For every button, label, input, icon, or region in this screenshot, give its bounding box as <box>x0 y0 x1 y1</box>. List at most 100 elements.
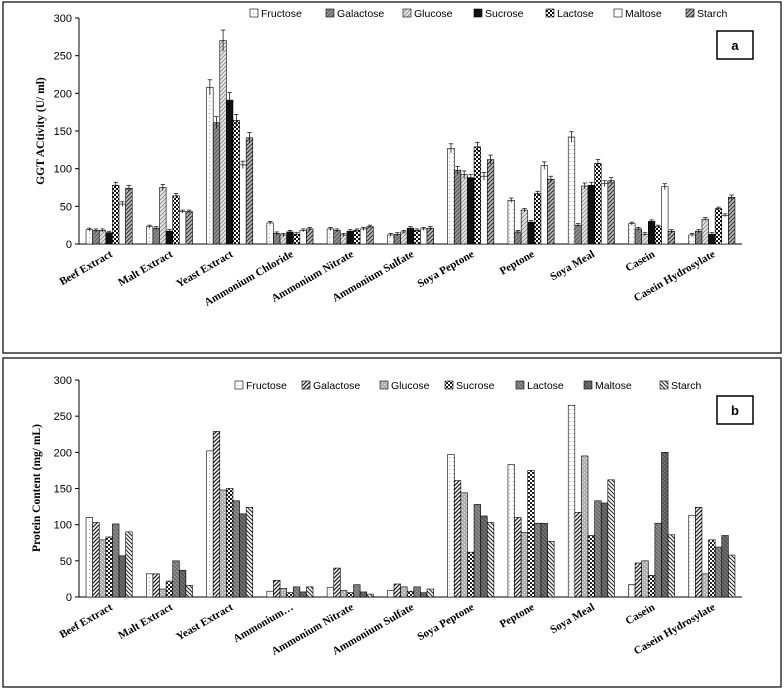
y-tick-label: 0 <box>66 239 72 251</box>
bar-sucrose <box>346 230 354 245</box>
bar-glucose <box>219 489 227 598</box>
bar-lactose <box>172 195 180 245</box>
bar-starch <box>607 180 615 245</box>
bar-lactose <box>654 226 662 245</box>
bar-sucrose <box>467 177 475 245</box>
y-axis-title: Protein Content (mg/ mL) <box>31 424 43 552</box>
bar-fructose <box>688 514 696 598</box>
bar-sucrose <box>406 227 415 245</box>
y-tick-label: 250 <box>54 411 72 423</box>
bar-lactose <box>292 586 301 598</box>
bar-fructose <box>146 573 154 598</box>
bar-sucrose <box>527 221 535 245</box>
bar-fructose <box>507 200 515 245</box>
legend-label: Lactose <box>527 380 564 392</box>
bar-sucrose <box>286 592 294 598</box>
bar-starch <box>185 585 193 598</box>
bar-glucose <box>520 532 529 598</box>
y-tick-label: 200 <box>54 447 72 459</box>
legend-swatch <box>583 380 593 390</box>
bar-fructose <box>628 584 636 598</box>
bar-fructose <box>326 228 335 245</box>
y-tick-label: 250 <box>54 51 72 63</box>
category-label: Beef Extract <box>58 248 115 288</box>
legend-swatch <box>473 8 483 18</box>
bar-galactose <box>333 567 341 598</box>
y-tick-label: 150 <box>54 126 72 138</box>
bar-galactose <box>212 122 221 245</box>
bar-glucose <box>219 40 227 245</box>
bar-fructose <box>146 226 154 245</box>
legend-entry: Sucrose <box>473 8 524 20</box>
bar-glucose <box>460 492 468 598</box>
legend-swatch <box>379 380 389 390</box>
bar-sucrose <box>346 592 354 598</box>
legend-label: Maltose <box>625 8 662 20</box>
bar-lactose <box>353 584 361 598</box>
panel-frame <box>2 1 782 354</box>
bar-galactose <box>453 169 462 245</box>
bar-lactose <box>654 522 662 598</box>
bar-maltose <box>179 569 187 598</box>
legend-label: Starch <box>697 8 728 20</box>
legend-swatch <box>444 380 454 390</box>
bar-sucrose <box>708 539 716 598</box>
bar-lactose <box>714 208 723 245</box>
legend-swatch <box>659 380 669 390</box>
bar-maltose <box>299 230 307 245</box>
y-tick-label: 50 <box>60 556 72 568</box>
legend-label: Galactose <box>313 380 360 392</box>
bar-galactose <box>695 230 703 245</box>
bar-glucose <box>159 588 167 598</box>
bar-fructose <box>447 148 455 245</box>
bar-sucrose <box>105 536 113 598</box>
bar-galactose <box>574 224 582 245</box>
legend-entry: Lactose <box>545 8 594 20</box>
category-label: Beef Extract <box>58 601 115 641</box>
legend-label: Lactose <box>557 8 594 20</box>
bar-galactose <box>574 512 582 598</box>
legend-swatch <box>613 8 623 18</box>
bar-galactose <box>212 431 221 598</box>
bar-starch <box>245 137 254 245</box>
bar-maltose <box>118 203 126 245</box>
bar-galactose <box>92 522 100 598</box>
bar-glucose <box>98 539 107 598</box>
bar-maltose <box>239 513 247 598</box>
bar-glucose <box>641 560 649 598</box>
bar-fructose <box>387 590 395 598</box>
bar-galactose <box>634 562 642 598</box>
bar-maltose <box>600 183 609 245</box>
legend-entry: Glucose <box>402 8 453 20</box>
y-tick-label: 300 <box>54 375 72 387</box>
bar-starch <box>667 534 675 598</box>
bar-maltose <box>239 164 247 245</box>
bar-lactose <box>232 120 240 245</box>
bar-maltose <box>480 175 488 245</box>
category-label: Yeast Extract <box>174 601 235 643</box>
legend-label: Glucose <box>414 8 453 20</box>
legend-label: Fructose <box>246 380 287 392</box>
bar-fructose <box>206 87 214 245</box>
bar-starch <box>245 507 254 598</box>
legend-swatch <box>234 380 244 390</box>
bar-lactose <box>473 504 481 598</box>
bar-starch <box>486 522 495 598</box>
bar-maltose <box>600 502 609 598</box>
bar-sucrose <box>105 232 113 245</box>
legend-swatch <box>515 380 525 390</box>
bar-galactose <box>393 583 401 598</box>
category-label: Casein <box>624 248 658 274</box>
y-tick-label: 200 <box>54 88 72 100</box>
legend-label: Maltose <box>595 380 632 392</box>
bar-starch <box>366 593 374 598</box>
panel-label-badge: a <box>716 30 754 60</box>
category-label: Peptone <box>498 601 537 630</box>
legend-entry: Maltose <box>613 8 662 20</box>
bar-maltose <box>721 215 729 245</box>
category-label: Malt Extract <box>116 601 175 642</box>
legend-entry: Glucose <box>379 380 430 392</box>
bar-fructose <box>567 136 576 245</box>
bar-glucose <box>98 230 107 245</box>
